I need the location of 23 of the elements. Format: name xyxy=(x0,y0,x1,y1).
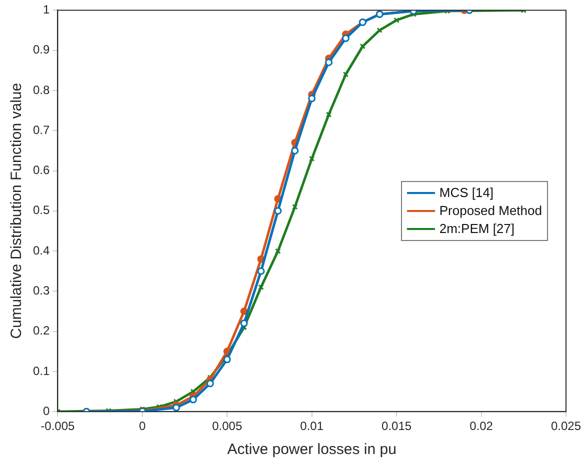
y-tick-label: 0.8 xyxy=(32,82,50,97)
x-tick-label: 0.01 xyxy=(300,419,324,434)
y-tick-label: 0 xyxy=(42,404,50,418)
x-axis-title: Active power losses in pu xyxy=(227,441,396,458)
y-tick-label: 0.9 xyxy=(32,42,50,57)
x-tick-label: 0.02 xyxy=(470,419,494,434)
y-tick-label: 0.4 xyxy=(32,243,50,258)
x-tick-label: 0.025 xyxy=(550,419,582,434)
legend-label: Proposed Method xyxy=(439,203,542,218)
y-tick-label: 0.6 xyxy=(32,163,50,178)
legend-label: MCS [14] xyxy=(439,185,494,200)
y-tick-label: 1 xyxy=(42,2,50,17)
x-tick-label: 0.005 xyxy=(212,419,242,434)
y-tick-label: 0.7 xyxy=(32,122,50,137)
y-tick-label: 0.3 xyxy=(32,283,50,298)
legend-label: 2m:PEM [27] xyxy=(439,221,514,236)
y-tick-label: 0.1 xyxy=(32,364,50,378)
y-axis-title: Cumulative Distribution Function value xyxy=(8,82,26,339)
x-tick-label: -0.005 xyxy=(40,419,76,434)
x-tick-label: 0.015 xyxy=(382,419,412,434)
x-tick-label: 0 xyxy=(139,419,146,434)
y-tick-label: 0.2 xyxy=(32,324,50,338)
y-tick-label: 0.5 xyxy=(32,203,50,218)
